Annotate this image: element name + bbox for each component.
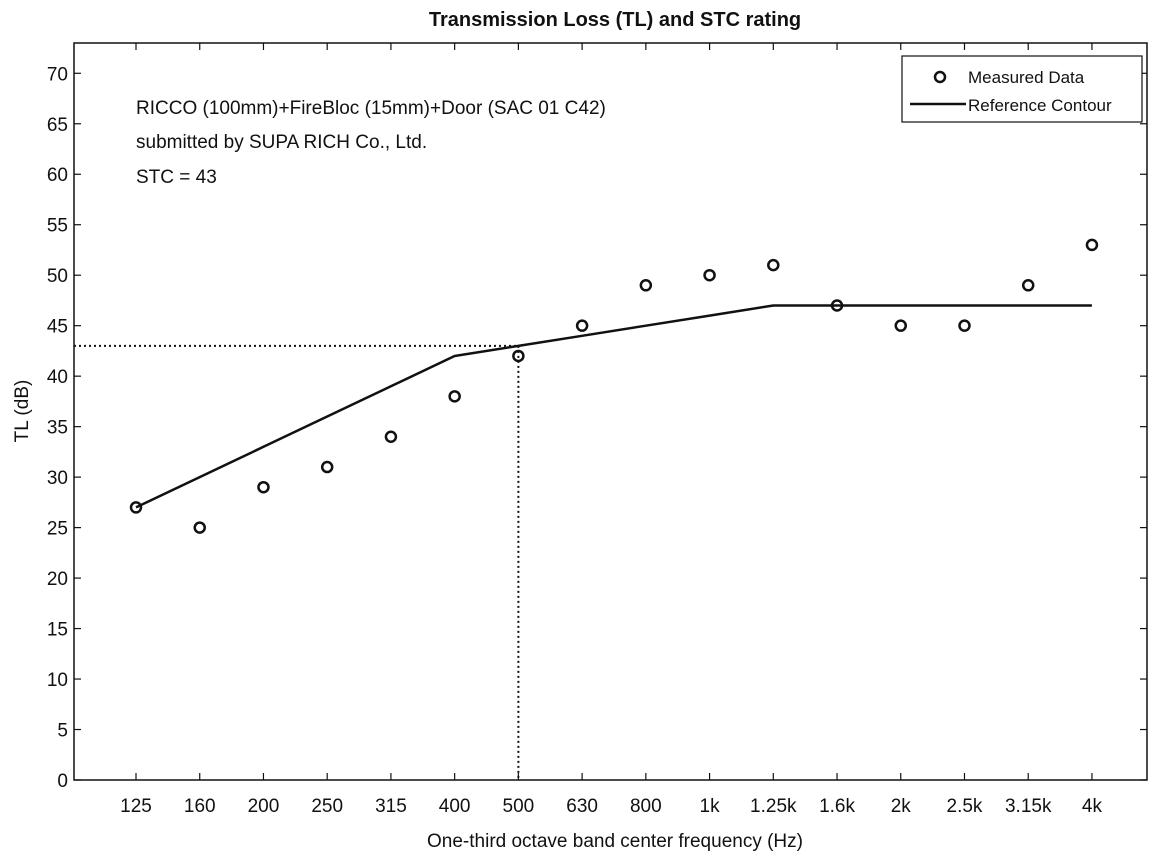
measured-data-point bbox=[575, 319, 589, 332]
x-tick-label: 200 bbox=[248, 796, 280, 817]
y-tick-label: 50 bbox=[47, 266, 68, 287]
y-tick-label: 10 bbox=[47, 670, 68, 691]
measured-data-point bbox=[448, 390, 461, 403]
measured-data-point bbox=[257, 480, 270, 494]
x-tick-label: 2.5k bbox=[947, 796, 983, 817]
x-tick-label: 400 bbox=[439, 796, 471, 817]
measured-data-point bbox=[767, 258, 780, 272]
x-tick-label: 1k bbox=[700, 796, 721, 817]
x-tick-label: 1.25k bbox=[750, 796, 797, 817]
y-tick-label: 30 bbox=[47, 468, 68, 489]
chart-title: Transmission Loss (TL) and STC rating bbox=[429, 9, 801, 31]
plot-area bbox=[73, 42, 1148, 781]
x-axis-label: One-third octave band center frequency (… bbox=[427, 831, 803, 852]
x-tick-label: 800 bbox=[630, 796, 662, 817]
y-axis-ticks: 0 5 10 15 20 25 30 35 40 45 50 55 60 65 70 bbox=[47, 64, 1147, 792]
y-tick-label: 70 bbox=[47, 64, 68, 85]
annotation-specimen: RICCO (100mm)+FireBloc (15mm)+Door (SAC … bbox=[136, 98, 606, 119]
reference-contour-line bbox=[135, 304, 1092, 509]
legend-label-reference: Reference Contour bbox=[968, 96, 1112, 115]
y-tick-label: 15 bbox=[47, 620, 68, 641]
legend-box bbox=[901, 55, 1143, 123]
legend-marker-measured bbox=[933, 70, 947, 84]
measured-data-point bbox=[384, 430, 398, 443]
measured-data-point bbox=[958, 319, 971, 332]
legend-label-measured: Measured Data bbox=[968, 68, 1085, 87]
y-tick-label: 65 bbox=[47, 115, 68, 136]
y-tick-label: 35 bbox=[47, 418, 68, 439]
measured-data-point bbox=[512, 349, 525, 363]
y-tick-label: 5 bbox=[57, 721, 68, 742]
x-tick-label: 4k bbox=[1082, 796, 1103, 817]
x-tick-label: 125 bbox=[120, 796, 152, 817]
annotation-stc: STC = 43 bbox=[136, 167, 217, 188]
y-tick-label: 25 bbox=[47, 519, 68, 540]
annotation-submitter: submitted by SUPA RICH Co., Ltd. bbox=[136, 132, 427, 153]
x-tick-label: 2k bbox=[891, 796, 912, 817]
legend: Measured Data Reference Contour bbox=[901, 55, 1143, 123]
measured-data-point bbox=[320, 460, 334, 474]
x-tick-label: 630 bbox=[566, 796, 598, 817]
x-tick-label: 315 bbox=[375, 796, 407, 817]
x-tick-label: 1.6k bbox=[819, 796, 855, 817]
x-axis-ticks: 125 160 200 250 315 400 500 630 800 1k 1.25k 1.6k 2k… bbox=[120, 43, 1102, 817]
y-axis-label: TL (dB) bbox=[12, 380, 33, 443]
y-tick-label: 20 bbox=[47, 569, 68, 590]
x-tick-label: 3.15k bbox=[1005, 796, 1052, 817]
measured-data-point bbox=[703, 268, 716, 282]
y-tick-label: 55 bbox=[47, 216, 68, 237]
stc-guide-lines bbox=[74, 344, 520, 780]
measured-data-point bbox=[1085, 238, 1099, 252]
measured-data-point bbox=[639, 279, 653, 292]
measured-data-point bbox=[193, 521, 206, 534]
series-layer bbox=[129, 238, 1099, 534]
x-tick-label: 250 bbox=[311, 796, 343, 817]
measured-data-point bbox=[830, 299, 844, 312]
measured-data-point bbox=[129, 501, 143, 514]
x-tick-label: 160 bbox=[184, 796, 216, 817]
y-tick-label: 0 bbox=[57, 771, 68, 792]
x-tick-label: 500 bbox=[503, 796, 535, 817]
y-tick-label: 40 bbox=[47, 367, 68, 388]
measured-data-point bbox=[894, 319, 908, 332]
y-tick-label: 45 bbox=[47, 317, 68, 338]
y-tick-label: 60 bbox=[47, 165, 68, 186]
measured-data-point bbox=[1021, 279, 1035, 292]
annotation-block: RICCO (100mm)+FireBloc (15mm)+Door (SAC … bbox=[136, 98, 606, 188]
